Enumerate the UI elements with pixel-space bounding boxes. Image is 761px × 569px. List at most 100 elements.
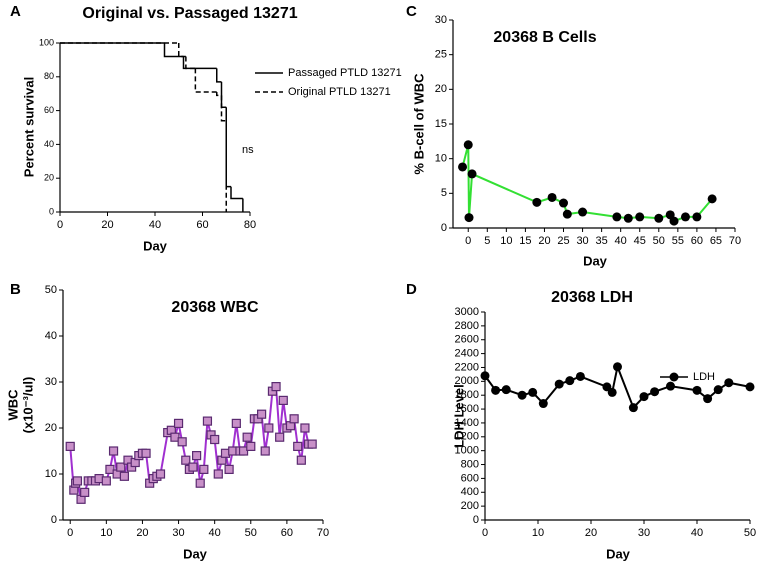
x-tick-label: 0 <box>465 235 471 247</box>
data-point <box>271 382 281 392</box>
x-tick-label: 25 <box>557 235 569 247</box>
x-tick-label: 50 <box>245 527 257 539</box>
y-tick-label: 3000 <box>455 306 479 318</box>
data-point <box>464 213 474 223</box>
x-tick-label: 60 <box>691 235 703 247</box>
chart-title: Original vs. Passaged 13271 <box>82 5 297 22</box>
data-point <box>458 162 468 172</box>
y-tick-label: 1800 <box>455 389 479 401</box>
x-tick-label: 70 <box>317 527 329 539</box>
data-point <box>635 212 645 222</box>
data-point <box>547 192 557 202</box>
x-tick-label: 0 <box>67 527 73 539</box>
x-tick-label: 50 <box>744 527 756 539</box>
x-tick-label: 0 <box>482 527 488 539</box>
data-point <box>289 414 299 424</box>
y-tick-label: 1400 <box>455 417 479 429</box>
y-tick-label: 10 <box>435 153 447 165</box>
y-tick-label: 50 <box>45 284 57 296</box>
x-tick-label: 40 <box>209 527 221 539</box>
x-tick-label: 20 <box>136 527 148 539</box>
x-tick-label: 40 <box>149 219 161 231</box>
y-tick-label: 2400 <box>455 348 479 360</box>
y-tick-label: 1600 <box>455 403 479 415</box>
data-line <box>461 144 713 223</box>
data-point <box>554 379 564 389</box>
data-point <box>105 464 115 474</box>
data-point <box>177 437 187 447</box>
data-point <box>224 464 234 474</box>
data-point <box>528 387 538 397</box>
data-point <box>532 197 542 207</box>
x-tick-label: 50 <box>653 235 665 247</box>
data-point <box>562 209 572 219</box>
panel-label: A <box>10 3 21 20</box>
data-point <box>231 418 241 428</box>
data-point <box>650 387 660 397</box>
data-point <box>707 194 717 204</box>
data-point <box>181 455 191 465</box>
data-point <box>612 212 622 222</box>
data-point <box>724 378 734 388</box>
y-axis-label: LDH Level <box>451 384 466 448</box>
data-point <box>680 212 690 222</box>
annotation: ns <box>242 144 254 156</box>
x-tick-label: 30 <box>638 527 650 539</box>
y-tick-label: 0 <box>51 514 57 526</box>
x-tick-label: 80 <box>244 219 256 231</box>
x-tick-label: 10 <box>500 235 512 247</box>
survival-step <box>220 95 227 122</box>
x-tick-label: 35 <box>595 235 607 247</box>
panel: B 20368 WBC Day WBC (x10⁻³/ul) 0 10 20 30 40 50 60 7… <box>5 281 329 561</box>
panel-label: C <box>406 3 417 20</box>
y-tick-label: 25 <box>435 49 447 61</box>
data-point <box>119 471 129 481</box>
data-point <box>538 399 548 409</box>
y-axis-label: (x10⁻³/ul) <box>20 377 35 434</box>
data-point <box>65 441 75 451</box>
data-point <box>703 394 713 404</box>
y-axis-label: Percent survival <box>21 77 36 177</box>
y-tick-label: 800 <box>461 458 479 470</box>
y-tick-label: 60 <box>44 105 54 115</box>
data-point <box>491 385 501 395</box>
data-point <box>654 213 664 223</box>
y-tick-label: 10 <box>45 468 57 480</box>
data-point <box>559 198 569 208</box>
legend-label: Passaged PTLD 13271 <box>288 67 402 79</box>
chart-title: 20368 LDH <box>551 289 633 306</box>
survival-step <box>216 68 222 83</box>
data-point <box>246 441 256 451</box>
y-tick-label: 30 <box>45 376 57 388</box>
panel: A Original vs. Passaged 13271 Day Percent s… <box>10 3 402 253</box>
data-point <box>467 169 477 179</box>
panel: D 20368 LDH Day LDH Level 0 10 20 30 40 50 0 200 400… <box>406 281 756 561</box>
legend-marker <box>669 372 679 382</box>
x-tick-label: 55 <box>672 235 684 247</box>
y-tick-label: 600 <box>461 472 479 484</box>
y-tick-label: 400 <box>461 486 479 498</box>
data-point <box>260 446 270 456</box>
data-point <box>692 385 702 395</box>
x-tick-label: 60 <box>281 527 293 539</box>
y-tick-label: 30 <box>435 14 447 26</box>
y-tick-label: 1200 <box>455 431 479 443</box>
data-point <box>202 416 213 426</box>
data-point <box>278 395 288 405</box>
data-point <box>613 362 622 372</box>
y-tick-label: 1000 <box>455 445 479 457</box>
y-axis-label: WBC <box>5 389 20 421</box>
y-tick-label: 20 <box>435 83 447 95</box>
data-point <box>242 432 252 442</box>
y-tick-label: 0 <box>49 206 54 216</box>
data-point <box>692 212 702 222</box>
legend-label: Original PTLD 13271 <box>288 86 391 98</box>
data-point <box>607 387 617 397</box>
data-point <box>188 462 198 472</box>
data-point <box>578 207 588 217</box>
x-tick-label: 30 <box>576 235 588 247</box>
data-point <box>213 469 223 479</box>
x-axis-label: Day <box>606 546 631 561</box>
data-point <box>575 371 585 381</box>
x-tick-label: 40 <box>615 235 627 247</box>
